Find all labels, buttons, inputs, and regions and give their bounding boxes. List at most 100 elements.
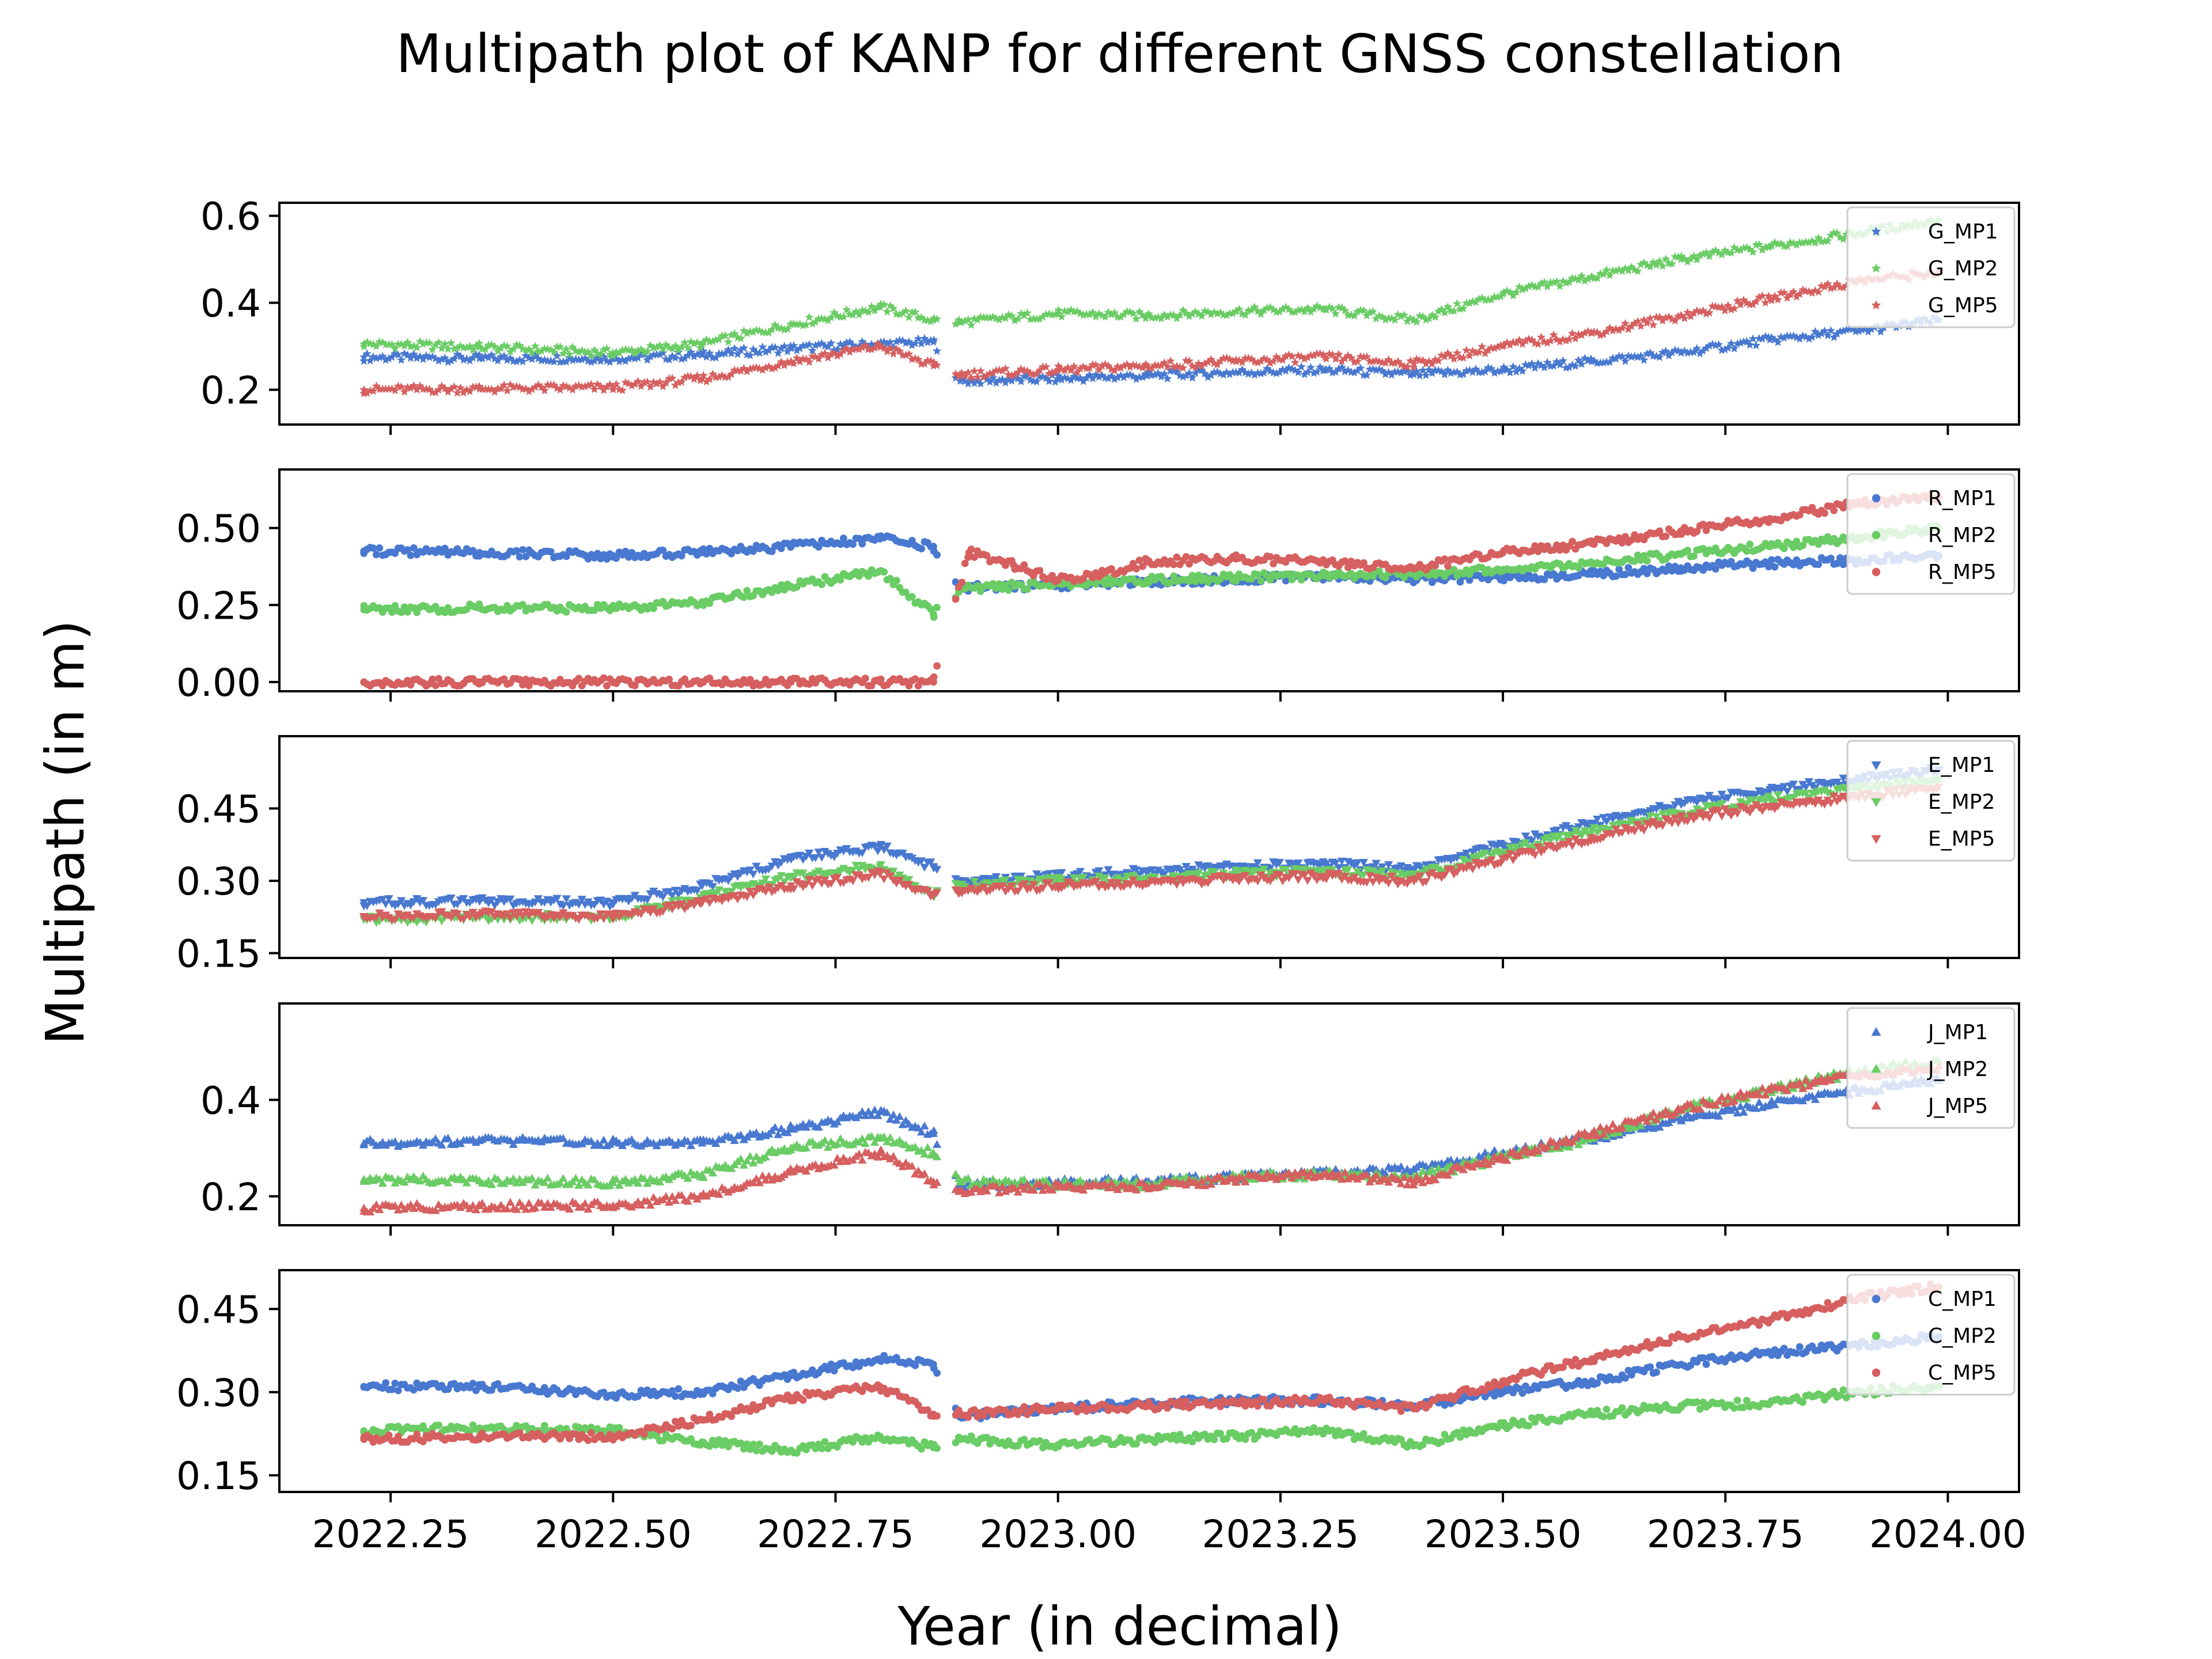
legend-marker-G_MP5 — [1871, 300, 1881, 310]
point-E_MP2 — [1577, 832, 1586, 840]
point-R_MP5 — [1010, 561, 1017, 569]
point-E_MP5 — [805, 876, 814, 884]
point-G_MP2 — [1434, 306, 1443, 315]
point-G_MP5 — [964, 368, 973, 377]
point-E_MP5 — [1091, 877, 1100, 886]
point-G_MP5 — [1830, 283, 1839, 291]
point-R_MP5 — [746, 676, 754, 684]
point-R_MP5 — [575, 675, 583, 683]
point-G_MP5 — [586, 380, 596, 388]
point-G_MP2 — [1708, 247, 1717, 256]
point-E_MP5 — [1830, 792, 1839, 801]
point-E_MP5 — [1054, 882, 1063, 891]
point-G_MP1 — [827, 338, 836, 347]
point-G_MP2 — [1256, 309, 1266, 318]
point-G_MP2 — [1658, 261, 1667, 270]
point-E_MP1 — [475, 897, 484, 906]
point-G_MP1 — [1565, 362, 1574, 372]
point-G_MP5 — [867, 344, 876, 354]
point-G_MP1 — [1418, 366, 1427, 374]
point-G_MP5 — [397, 382, 406, 391]
point-G_MP5 — [555, 385, 565, 394]
point-G_MP5 — [1823, 279, 1832, 288]
point-E_MP2 — [1521, 839, 1531, 847]
point-R_MP1 — [519, 546, 527, 554]
point-G_MP2 — [1362, 311, 1372, 320]
point-E_MP5 — [1241, 872, 1250, 880]
point-E_MP1 — [668, 892, 677, 900]
point-G_MP2 — [1359, 306, 1368, 315]
point-G_MP5 — [1618, 323, 1627, 332]
point-E_MP5 — [885, 872, 895, 881]
point-G_MP2 — [1290, 307, 1300, 316]
point-G_MP1 — [1188, 373, 1197, 382]
point-E_MP2 — [1773, 791, 1782, 800]
point-R_MP2 — [1191, 577, 1199, 585]
point-E_MP1 — [817, 854, 827, 862]
point-R_MP5 — [698, 678, 706, 686]
point-E_MP2 — [1343, 866, 1353, 874]
point-E_MP5 — [832, 874, 842, 882]
point-G_MP1 — [1695, 349, 1705, 358]
point-G_MP1 — [1320, 365, 1330, 374]
point-E_MP1 — [929, 863, 938, 871]
point-R_MP1 — [516, 553, 524, 561]
point-G_MP5 — [1237, 358, 1247, 366]
point-G_MP2 — [1726, 248, 1736, 257]
point-R_MP2 — [1766, 543, 1774, 551]
point-G_MP2 — [1459, 304, 1468, 313]
point-G_MP1 — [1044, 376, 1054, 385]
point-R_MP2 — [1226, 571, 1234, 579]
point-G_MP2 — [783, 324, 792, 333]
point-G_MP1 — [387, 353, 396, 361]
point-G_MP2 — [736, 334, 745, 342]
point-G_MP2 — [895, 310, 904, 319]
point-E_MP5 — [608, 912, 618, 921]
point-E_MP5 — [1446, 865, 1456, 874]
point-G_MP2 — [1163, 312, 1172, 321]
point-E_MP5 — [1452, 868, 1462, 877]
point-R_MP5 — [1132, 565, 1141, 573]
y-tick-label: 0.45 — [176, 787, 261, 832]
point-G_MP5 — [882, 347, 892, 355]
point-G_MP5 — [988, 368, 998, 377]
point-E_MP2 — [876, 863, 885, 871]
point-G_MP1 — [468, 353, 478, 362]
point-G_MP1 — [1487, 364, 1496, 373]
point-G_MP2 — [1683, 257, 1692, 266]
point-R_MP5 — [603, 682, 611, 690]
point-R_MP1 — [476, 548, 483, 556]
point-G_MP1 — [892, 337, 901, 346]
point-G_MP2 — [1509, 291, 1518, 300]
point-G_MP5 — [1281, 351, 1290, 360]
point-G_MP2 — [475, 339, 484, 347]
point-G_MP5 — [1126, 362, 1135, 371]
point-G_MP1 — [796, 344, 805, 353]
point-G_MP2 — [1686, 254, 1695, 263]
point-G_MP2 — [1633, 266, 1642, 275]
point-G_MP1 — [1689, 347, 1698, 356]
point-G_MP5 — [761, 363, 770, 372]
points-E — [359, 764, 1944, 927]
point-R_MP5 — [1182, 553, 1190, 560]
point-G_MP5 — [608, 382, 618, 392]
point-E_MP5 — [1415, 872, 1425, 881]
point-E_MP2 — [1194, 869, 1203, 878]
point-G_MP5 — [789, 359, 798, 368]
point-G_MP1 — [375, 353, 384, 362]
point-G_MP5 — [817, 350, 827, 359]
point-E_MP5 — [801, 881, 811, 889]
point-G_MP5 — [1032, 369, 1041, 377]
point-G_MP2 — [849, 310, 858, 319]
point-E_MP1 — [574, 900, 584, 909]
point-G_MP5 — [1300, 354, 1309, 363]
point-E_MP5 — [1618, 829, 1627, 837]
point-G_MP2 — [864, 308, 873, 316]
point-E_MP2 — [1048, 874, 1057, 883]
point-G_MP1 — [1808, 332, 1817, 341]
legend-label-E_MP2: E_MP2 — [1928, 790, 1995, 814]
point-G_MP2 — [1228, 309, 1237, 317]
point-G_MP1 — [1088, 374, 1097, 382]
point-G_MP5 — [1839, 283, 1848, 291]
